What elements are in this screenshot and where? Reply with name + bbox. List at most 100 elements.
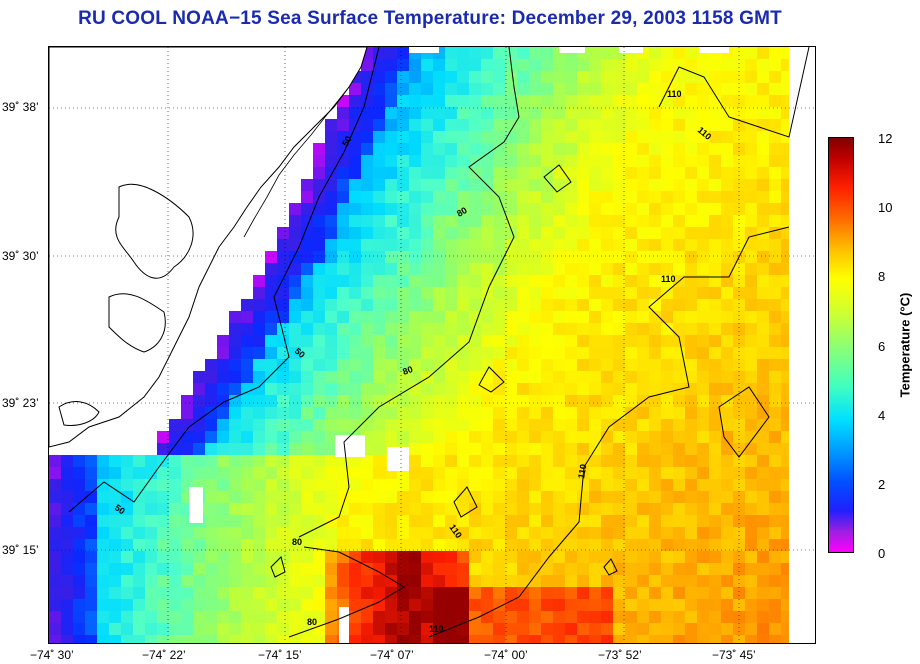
sst-pixel [589, 587, 601, 599]
sst-pixel [589, 179, 601, 191]
sst-pixel [529, 251, 541, 263]
sst-pixel [661, 287, 673, 299]
sst-pixel [241, 455, 253, 467]
sst-pixel [373, 287, 385, 299]
longitude-label: −73˚ 45’ [712, 648, 756, 662]
sst-pixel [625, 407, 637, 419]
sst-pixel [229, 419, 241, 431]
sst-pixel [697, 347, 709, 359]
sst-pixel [385, 47, 397, 59]
sst-pixel [229, 491, 241, 503]
sst-pixel [385, 347, 397, 359]
longitude-label: −73˚ 52’ [598, 648, 642, 662]
sst-pixel [661, 407, 673, 419]
sst-pixel [373, 359, 385, 371]
sst-pixel [265, 299, 277, 311]
sst-pixel [133, 587, 145, 599]
sst-pixel [373, 323, 385, 335]
sst-pixel [493, 563, 505, 575]
sst-pixel [301, 215, 313, 227]
sst-pixel [157, 635, 169, 643]
sst-pixel [385, 251, 397, 263]
sst-pixel [661, 191, 673, 203]
sst-pixel [229, 371, 241, 383]
sst-pixel [589, 575, 601, 587]
sst-pixel [613, 107, 625, 119]
sst-pixel [457, 263, 469, 275]
sst-pixel [145, 551, 157, 563]
sst-pixel [397, 419, 409, 431]
sst-pixel [553, 635, 565, 643]
sst-pixel [601, 95, 613, 107]
sst-pixel [601, 287, 613, 299]
sst-pixel [289, 239, 301, 251]
sst-pixel [697, 383, 709, 395]
sst-pixel [457, 587, 469, 599]
sst-pixel [529, 515, 541, 527]
sst-pixel [673, 527, 685, 539]
sst-pixel [565, 335, 577, 347]
sst-pixel [541, 83, 553, 95]
sst-pixel [733, 347, 745, 359]
sst-pixel [253, 431, 265, 443]
sst-pixel [649, 635, 661, 643]
sst-pixel [373, 563, 385, 575]
sst-pixel [769, 335, 781, 347]
sst-pixel [409, 611, 421, 623]
sst-pixel [373, 443, 385, 455]
sst-pixel [649, 215, 661, 227]
sst-pixel [517, 503, 529, 515]
sst-pixel [421, 515, 433, 527]
sst-pixel [673, 467, 685, 479]
sst-pixel [637, 491, 649, 503]
sst-pixel [577, 215, 589, 227]
sst-pixel [397, 323, 409, 335]
sst-pixel [757, 107, 769, 119]
sst-pixel [421, 287, 433, 299]
sst-pixel [301, 191, 313, 203]
sst-pixel [385, 311, 397, 323]
sst-pixel [373, 587, 385, 599]
contour-label: 110 [429, 624, 444, 634]
sst-pixel [481, 335, 493, 347]
sst-pixel [421, 527, 433, 539]
sst-pixel [193, 467, 205, 479]
sst-pixel [217, 383, 229, 395]
sst-pixel [421, 563, 433, 575]
sst-pixel [601, 275, 613, 287]
sst-pixel [733, 143, 745, 155]
sst-pixel [685, 347, 697, 359]
sst-pixel [385, 623, 397, 635]
sst-pixel [337, 335, 349, 347]
sst-pixel [589, 131, 601, 143]
sst-pixel [481, 311, 493, 323]
sst-pixel [493, 47, 505, 59]
sst-pixel [301, 563, 313, 575]
sst-pixel [757, 611, 769, 623]
sst-pixel [421, 455, 433, 467]
sst-pixel [733, 503, 745, 515]
sst-pixel [517, 419, 529, 431]
sst-pixel [373, 143, 385, 155]
sst-pixel [685, 47, 697, 59]
sst-pixel [637, 575, 649, 587]
sst-pixel [709, 119, 721, 131]
sst-pixel [577, 323, 589, 335]
sst-pixel [469, 83, 481, 95]
sst-pixel [61, 515, 73, 527]
sst-pixel [421, 407, 433, 419]
sst-pixel [553, 335, 565, 347]
sst-pixel [493, 215, 505, 227]
sst-pixel [589, 599, 601, 611]
sst-pixel [577, 191, 589, 203]
sst-pixel [565, 599, 577, 611]
sst-pixel [589, 359, 601, 371]
sst-pixel [469, 71, 481, 83]
sst-pixel [589, 455, 601, 467]
sst-pixel [649, 347, 661, 359]
sst-pixel [601, 395, 613, 407]
sst-pixel [157, 431, 169, 443]
sst-pixel [349, 527, 361, 539]
sst-pixel [361, 155, 373, 167]
sst-pixel [517, 467, 529, 479]
